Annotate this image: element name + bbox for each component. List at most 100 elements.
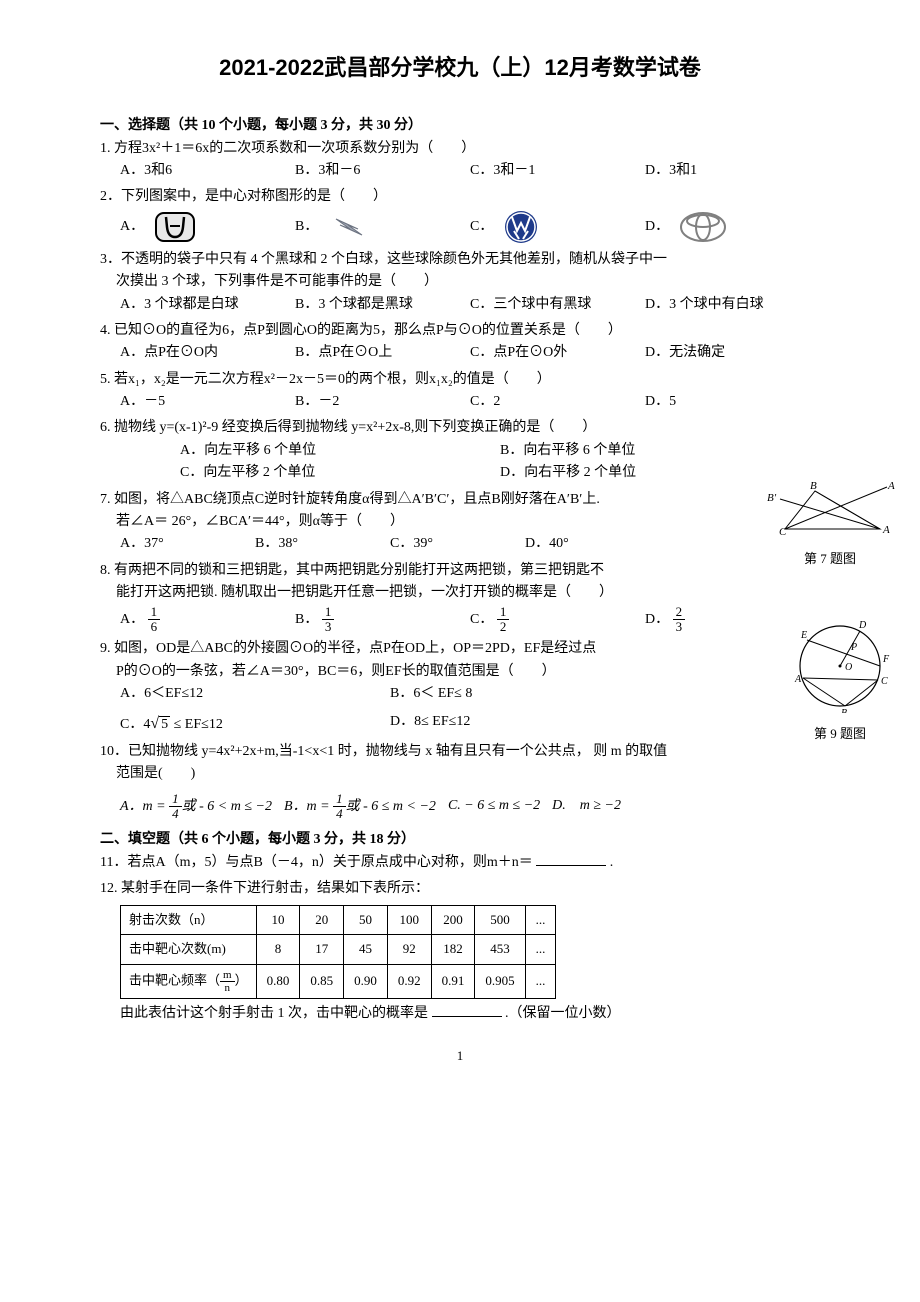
q1-option-d: D．3和1 [645, 160, 820, 182]
question-10: 10．已知抛物线 y=4x²+2x+m,当-1<x<1 时，抛物线与 x 轴有且… [100, 741, 820, 821]
table-cell: 500 [475, 905, 525, 935]
question-11: 11．若点A（m，5）与点B（－4，n）关于原点成中心对称，则m＋n＝ . [100, 852, 820, 874]
q2-options: A． B． C． D． [100, 209, 820, 245]
triangle-rotation-icon: A B C A′ B′ [765, 479, 895, 539]
svg-text:A: A [794, 674, 802, 685]
table-cell: ... [525, 965, 556, 999]
q10-option-a: A．m = 14或 - 6 < m ≤ −2 [120, 792, 272, 822]
q9-line1: 9. 如图，OD是△ABC的外接圆⊙O的半径，点P在OD上，OP＝2PD，EF是… [100, 638, 660, 660]
table-header-cell: 击中靶心频率（mn） [121, 965, 257, 999]
q7-option-a: A．37° [120, 533, 255, 555]
q8-c-label: C． [470, 612, 493, 627]
q6-text: 6. 抛物线 y=(x-1)²-9 经变换后得到抛物线 y=x²+2x-8,则下… [100, 417, 820, 439]
q6-options: A．向左平移 6 个单位 B．向右平移 6 个单位 C．向左平移 2 个单位 D… [100, 440, 820, 485]
table-cell: ... [525, 935, 556, 965]
q7-line1: 7. 如图，将△ABC绕顶点C逆时针旋转角度α得到△A′B′C′，且点B刚好落在… [100, 489, 660, 511]
q2-option-d: D． [645, 211, 820, 243]
table-cell: 0.905 [475, 965, 525, 999]
q9-options-row2: C．4√5 ≤ EF≤12 D．8≤ EF≤12 [100, 711, 660, 737]
question-8: 8. 有两把不同的锁和三把钥匙，其中两把钥匙分别能打开这两把锁，第三把钥匙不 能… [100, 560, 820, 634]
svg-text:D: D [858, 620, 867, 631]
svg-text:C: C [881, 676, 888, 687]
q6-option-c: C．向左平移 2 个单位 [180, 462, 500, 484]
q8-a-label: A． [120, 612, 144, 627]
question-1: 1. 方程3x²＋1＝6x的二次项系数和一次项系数分别为（ ） A．3和6 B．… [100, 138, 820, 183]
svg-text:B′: B′ [767, 492, 777, 504]
q10-line1: 10．已知抛物线 y=4x²+2x+m,当-1<x<1 时，抛物线与 x 轴有且… [100, 741, 820, 763]
table-row: 击中靶心次数(m) 8 17 45 92 182 453 ... [121, 935, 556, 965]
q11-suffix: . [610, 855, 614, 870]
circle-chord-icon: O A B C D E F P [785, 618, 895, 713]
q2-label-a: A． [120, 216, 144, 238]
q12-footer-suffix: .（保留一位小数） [505, 1006, 621, 1021]
q12-table: 射击次数（n） 10 20 50 100 200 500 ... 击中靶心次数(… [120, 905, 556, 1000]
q8-b-label: B． [295, 612, 318, 627]
q3-option-b: B．3 个球都是黑球 [295, 294, 470, 316]
svg-text:F: F [882, 654, 890, 665]
q3-option-a: A．3 个球都是白球 [120, 294, 295, 316]
question-12: 12. 某射手在同一条件下进行射击，结果如下表所示： 射击次数（n） 10 20… [100, 878, 820, 1026]
q2-option-a: A． [120, 211, 295, 243]
q4-option-a: A．点P在⊙O内 [120, 342, 295, 364]
question-3: 3．不透明的袋子中只有 4 个黑球和 2 个白球，这些球除颜色外无其他差别，随机… [100, 249, 820, 316]
q3-line2: 次摸出 3 个球，下列事件是不可能事件的是（ ） [100, 271, 820, 293]
q10-option-d: D. m ≥ −2 [552, 795, 621, 817]
q10-line2: 范围是( ) [100, 763, 820, 785]
suzuki-logo-icon [328, 211, 370, 243]
q3-line1: 3．不透明的袋子中只有 4 个黑球和 2 个白球，这些球除颜色外无其他差别，随机… [100, 249, 820, 271]
q8-option-c: C． 12 [470, 605, 645, 635]
svg-text:C: C [779, 526, 787, 538]
table-cell: 20 [300, 905, 344, 935]
blank-line [432, 1003, 502, 1017]
q8-options: A． 16 B． 13 C． 12 D． 23 [100, 605, 820, 635]
q10-options: A．m = 14或 - 6 < m ≤ −2 B．m = 14或 - 6 ≤ m… [100, 792, 820, 822]
q3-option-c: C．三个球中有黑球 [470, 294, 645, 316]
q1-option-c: C．3和－1 [470, 160, 645, 182]
table-cell: 8 [256, 935, 300, 965]
svg-text:E: E [800, 630, 807, 641]
q7-figure: A B C A′ B′ 第 7 题图 [765, 479, 895, 570]
q6-option-b: B．向右平移 6 个单位 [500, 440, 820, 462]
q10-option-c: C. − 6 ≤ m ≤ −2 [448, 795, 540, 817]
q8-line2: 能打开这两把锁. 随机取出一把钥匙开任意一把锁，一次打开锁的概率是（ ） [100, 582, 820, 604]
blank-line [536, 852, 606, 866]
table-cell: 17 [300, 935, 344, 965]
table-cell: 453 [475, 935, 525, 965]
q5-option-a: A．－5 [120, 391, 295, 413]
svg-text:O: O [845, 662, 852, 673]
q6-option-a: A．向左平移 6 个单位 [180, 440, 500, 462]
section-2-header: 二、填空题（共 6 个小题，每小题 3 分，共 18 分） [100, 829, 820, 851]
sqrt-icon: √ [150, 715, 159, 732]
q8-line1: 8. 有两把不同的锁和三把钥匙，其中两把钥匙分别能打开这两把锁，第三把钥匙不 [100, 560, 820, 582]
question-9: 9. 如图，OD是△ABC的外接圆⊙O的半径，点P在OD上，OP＝2PD，EF是… [100, 638, 820, 737]
question-6: 6. 抛物线 y=(x-1)²-9 经变换后得到抛物线 y=x²+2x-8,则下… [100, 417, 820, 484]
q1-option-b: B．3和－6 [295, 160, 470, 182]
table-cell: 0.80 [256, 965, 300, 999]
table-cell: ... [525, 905, 556, 935]
fraction-icon: 14 [169, 792, 182, 822]
q2-option-c: C． [470, 209, 645, 245]
q5-option-c: C．2 [470, 391, 645, 413]
table-cell: 0.91 [431, 965, 475, 999]
q8-option-a: A． 16 [120, 605, 295, 635]
q2-text: 2．下列图案中，是中心对称图形的是（ ） [100, 186, 820, 208]
q9-option-c: C．4√5 ≤ EF≤12 [120, 711, 390, 737]
table-cell: 92 [387, 935, 431, 965]
table-cell: 10 [256, 905, 300, 935]
q4-text: 4. 已知⊙O的直径为6，点P到圆心O的距离为5，那么点P与⊙O的位置关系是（ … [100, 320, 820, 342]
table-cell: 200 [431, 905, 475, 935]
page-number: 1 [100, 1046, 820, 1067]
q4-option-c: C．点P在⊙O外 [470, 342, 645, 364]
vw-logo-icon [503, 209, 539, 245]
q2-option-b: B． [295, 211, 470, 243]
honda-logo-icon [154, 211, 196, 243]
svg-text:P: P [850, 642, 857, 653]
q1-option-a: A．3和6 [120, 160, 295, 182]
q7-options: A．37° B．38° C．39° D．40° [100, 533, 660, 555]
table-cell: 0.92 [387, 965, 431, 999]
svg-text:A′: A′ [887, 480, 895, 492]
table-cell: 45 [344, 935, 388, 965]
table-cell: 0.85 [300, 965, 344, 999]
table-cell: 50 [344, 905, 388, 935]
question-7: 7. 如图，将△ABC绕顶点C逆时针旋转角度α得到△A′B′C′，且点B刚好落在… [100, 489, 820, 556]
